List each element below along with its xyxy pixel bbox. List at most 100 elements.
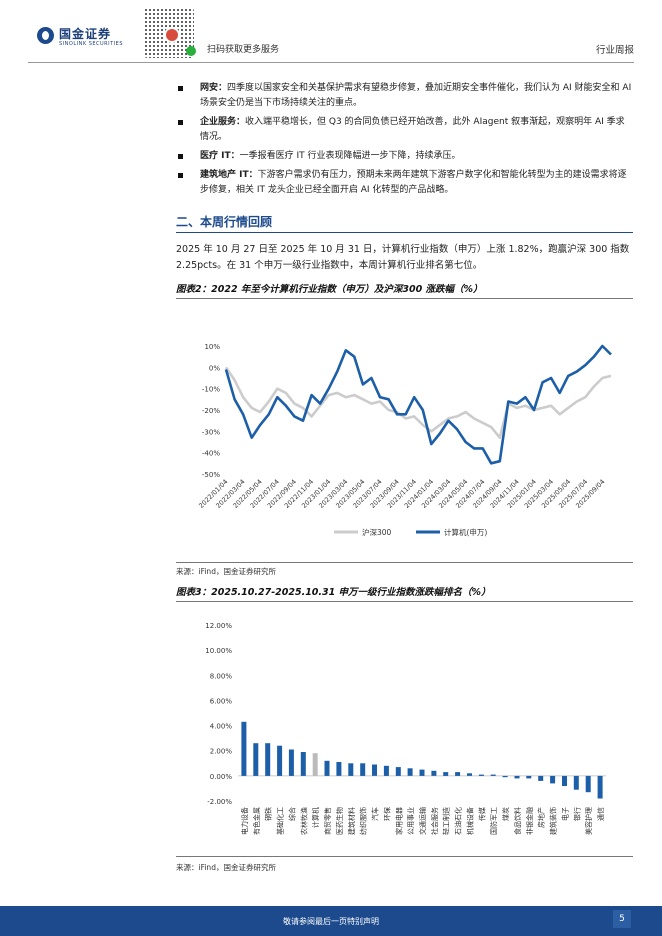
x-tick-label: 电力设备 [240, 807, 249, 835]
bar [277, 745, 283, 776]
y-tick-label: 4.00% [210, 723, 233, 731]
figure2-source: 来源：iFind，国金证券研究所 [176, 567, 276, 576]
bullet-item: 网安：四季度以国家安全和关基保护需求有望稳步修复，叠加近期安全事件催化，我们认为… [178, 81, 633, 111]
bar [585, 775, 591, 793]
y-tick-label: -50% [202, 471, 220, 479]
page-footer: 敬请参阅最后一页特别声明 [0, 906, 662, 936]
series-line [224, 366, 612, 439]
bar [241, 721, 247, 776]
y-tick-label: -10% [202, 386, 220, 394]
x-tick-label: 有色金属 [252, 807, 261, 835]
bar [538, 775, 544, 781]
bullet-item: 企业服务：收入端平稳增长，但 Q3 的合同负债已经开始改善，此外 AIagent… [178, 115, 633, 145]
bar [372, 764, 377, 776]
y-tick-label: -30% [202, 428, 220, 436]
x-tick-label: 基础化工 [276, 807, 285, 835]
figure3-title: 图表3：2025.10.27-2025.10.31 申万一级行业指数涨跌幅排名（… [176, 587, 491, 598]
bar [348, 763, 354, 776]
x-tick-label: 建筑材料 [347, 807, 356, 835]
bar [502, 775, 508, 778]
header-divider [28, 62, 634, 63]
x-tick-label: 农林牧渔 [299, 807, 308, 835]
wechat-badge-icon [186, 46, 196, 56]
bar [573, 775, 579, 790]
page-number: 5 [613, 910, 631, 928]
x-tick-label: 银行 [572, 807, 581, 821]
bullet-item: 医疗 IT：一季报看医疗 IT 行业表现降幅进一步下降，持续承压。 [178, 149, 633, 164]
x-tick-label: 公用事业 [406, 807, 415, 835]
logo-name-cn: 国金证券 [59, 27, 112, 41]
bar [324, 760, 330, 776]
bar [265, 743, 271, 776]
bar [419, 769, 425, 776]
bullet-label: 网安： [200, 83, 228, 93]
x-tick-label: 医药生物 [335, 807, 344, 835]
x-tick-label: 钢铁 [264, 807, 273, 821]
bullet-list: 网安：四季度以国家安全和关基保护需求有望稳步修复，叠加近期安全事件催化，我们认为… [178, 81, 633, 202]
bullet-label: 企业服务： [200, 117, 246, 127]
figure2-title: 图表2：2022 年至今计算机行业指数（申万）及沪深300 涨跌幅（%） [176, 284, 483, 295]
x-tick-label: 煤炭 [501, 807, 510, 821]
bullet-text: 四季度以国家安全和关基保护需求有望稳步修复，叠加近期安全事件催化，我们认为 AI… [200, 83, 632, 108]
x-tick-label: 国防军工 [489, 807, 498, 835]
x-tick-label: 非银金融 [525, 807, 534, 835]
bar [312, 753, 318, 776]
bullet-label: 建筑地产 IT： [200, 170, 258, 180]
y-tick-label: -40% [202, 450, 220, 458]
x-tick-label: 石油石化 [454, 807, 463, 835]
x-tick-label: 综合 [287, 807, 296, 821]
bar [562, 775, 567, 786]
bar [431, 770, 437, 776]
x-tick-label: 美容护理 [584, 807, 593, 835]
y-tick-label: 6.00% [210, 697, 233, 705]
section-title: 二、本周行情回顾 [176, 215, 273, 229]
x-tick-label: 社会服务 [430, 807, 439, 835]
qr-center-logo-icon [164, 27, 180, 43]
x-tick-label: 传媒 [477, 807, 486, 821]
bar [478, 774, 484, 776]
bar [395, 767, 401, 776]
y-tick-label: -2.00% [207, 798, 232, 806]
bar [288, 749, 294, 776]
bar [514, 775, 520, 779]
x-tick-label: 环保 [382, 807, 391, 821]
y-tick-label: 12.00% [205, 622, 232, 630]
bar [490, 774, 496, 776]
figure2-bottom-rule [176, 562, 633, 563]
bar [253, 743, 259, 776]
legend-label: 沪深300 [362, 527, 392, 537]
y-tick-label: 2.00% [210, 748, 233, 756]
x-tick-label: 轻工制造 [442, 807, 451, 835]
x-tick-label: 食品饮料 [513, 807, 522, 835]
bullet-square-icon [178, 120, 183, 125]
x-tick-label: 房地产 [537, 807, 546, 828]
figure3-bottom-rule [176, 856, 633, 857]
bar [455, 772, 461, 776]
page-header: 国金证券 SINOLINK SECURITIES 扫码获取更多服务 行业周报 [0, 0, 662, 64]
x-tick-label: 通信 [596, 807, 605, 821]
document-type: 行业周报 [595, 45, 634, 56]
bullet-item: 建筑地产 IT：下游客户需求仍有压力，预期未来两年建筑下游客户数字化和智能化转型… [178, 168, 633, 198]
x-tick-label: 纺织服饰 [359, 807, 368, 835]
x-tick-label: 建筑装饰 [549, 807, 558, 835]
y-tick-label: -20% [202, 407, 220, 415]
x-tick-label: 家用电器 [394, 807, 403, 835]
bullet-text: 下游客户需求仍有压力，预期未来两年建筑下游客户数字化和智能化转型为主的建设需求将… [200, 170, 627, 195]
x-tick-label: 交通运输 [418, 807, 427, 835]
bar [550, 775, 556, 784]
bar [526, 775, 532, 779]
y-tick-label: 8.00% [210, 672, 233, 680]
bar [383, 765, 389, 776]
bar [467, 773, 472, 776]
bar [336, 762, 342, 776]
legend-label: 计算机(申万) [444, 527, 487, 537]
bullet-square-icon [178, 86, 183, 91]
qr-caption: 扫码获取更多服务 [207, 45, 280, 55]
bar [443, 772, 449, 776]
series-line [224, 344, 612, 465]
x-tick-label: 计算机 [311, 807, 320, 828]
y-tick-label: 10.00% [205, 647, 232, 655]
figure3-source: 来源：iFind，国金证券研究所 [176, 863, 276, 872]
y-tick-label: 10% [204, 343, 220, 351]
y-tick-label: 0% [209, 364, 220, 372]
